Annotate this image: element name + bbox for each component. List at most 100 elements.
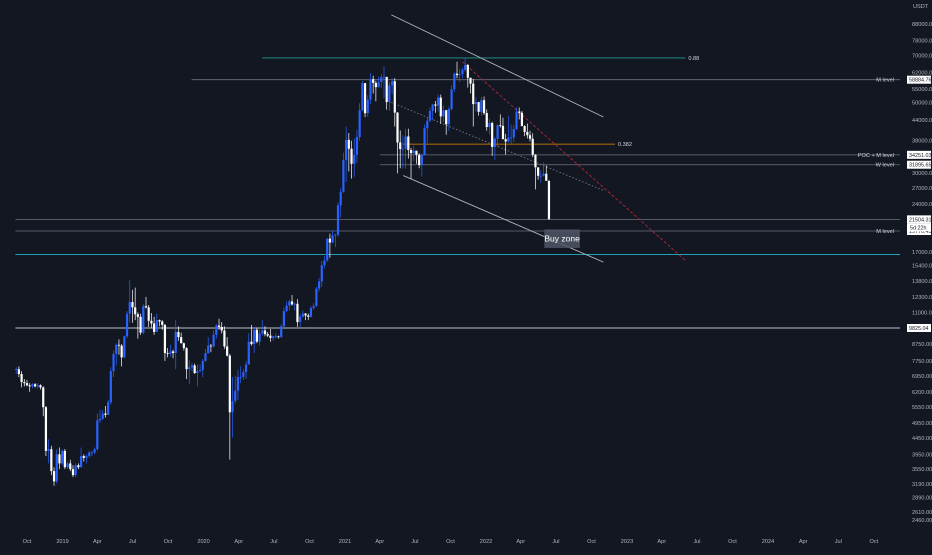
candle-body-161: [450, 89, 453, 110]
candle-body-94: [269, 335, 272, 338]
candle-body-185: [515, 111, 518, 130]
candle-body-78: [226, 346, 229, 356]
candle-body-91: [261, 330, 264, 334]
candle-body-122: [345, 139, 348, 160]
candle-body-87: [250, 341, 253, 345]
candle-body-143: [401, 148, 405, 150]
candle-body-162: [453, 73, 456, 90]
candle-body-186: [518, 111, 521, 113]
time-tick-label: Oct: [446, 539, 455, 545]
candle-body-6: [31, 384, 34, 387]
candle-body-124: [350, 148, 353, 164]
candle-body-93: [266, 334, 269, 336]
price-tick-label: 70000.00: [912, 54, 932, 60]
candle-body-17: [61, 450, 64, 464]
price-tick-label: 17000.00: [912, 250, 932, 256]
candle-body-16: [58, 454, 61, 464]
price-tick-label: 50000.00: [912, 100, 932, 106]
candle-body-134: [377, 82, 380, 88]
candle-body-188: [523, 126, 526, 132]
candle-body-59: [174, 331, 177, 354]
candle-body-125: [353, 154, 356, 164]
candle-body-61: [180, 337, 183, 344]
candle-body-69: [201, 360, 204, 371]
price-tag-box-2: [907, 160, 931, 169]
time-tick-label: Jul: [411, 539, 418, 545]
time-tick-label: 2021: [339, 539, 351, 545]
candle-body-76: [220, 326, 223, 331]
price-axis[interactable]: USDT 2460.00 2610.00 2890.00 3190.00 3550.00…: [912, 4, 932, 524]
candle-body-4: [25, 383, 29, 386]
candle-body-172: [480, 100, 483, 112]
candle-body-132: [372, 79, 375, 83]
candle-body-12: [47, 449, 50, 451]
price-tick-label: 27000.00: [912, 186, 932, 192]
price-tag-text-2: 31895.65: [909, 163, 931, 169]
candle-body-145: [407, 136, 410, 151]
candle-body-66: [193, 365, 196, 374]
candle-body-35: [109, 371, 112, 403]
candle-body-175: [488, 122, 491, 128]
candle-body-106: [301, 313, 304, 317]
time-tick-label: 2020: [197, 539, 209, 545]
candle-body-25: [82, 456, 85, 458]
time-tick-label: Oct: [23, 539, 32, 545]
price-tag-text-5: 9825.04: [909, 326, 929, 332]
candle-body-13: [50, 449, 53, 472]
candle-body-90: [258, 333, 261, 342]
candle-body-136: [382, 76, 386, 78]
candle-body-74: [215, 325, 218, 335]
candle-body-70: [204, 353, 207, 361]
candle-body-147: [412, 150, 415, 154]
candle-body-52: [155, 320, 158, 332]
candle-body-40: [123, 336, 126, 358]
candle-body-120: [339, 191, 342, 206]
candle-body-38: [117, 344, 121, 346]
candle-body-149: [418, 154, 421, 166]
time-tick-label: Jul: [552, 539, 559, 545]
candle-body-83: [239, 376, 242, 378]
candle-body-1: [17, 369, 20, 375]
candle-body-81: [234, 390, 237, 402]
buy-zone-label: Buy zone: [544, 234, 580, 244]
time-tick-label: Apr: [516, 539, 525, 545]
candle-body-62: [182, 343, 185, 349]
candle-body-84: [242, 372, 245, 377]
candle-body-8: [36, 385, 39, 387]
candle-body-79: [228, 355, 231, 413]
time-tick-label: Jul: [129, 539, 136, 545]
candle-body-168: [469, 77, 472, 84]
candle-body-190: [528, 135, 532, 139]
buy-zone-box[interactable]: [544, 229, 580, 248]
time-axis[interactable]: Oct 2019 Apr Jul Oct 2020 Apr Jul Oct 2021 Apr Jul O…: [23, 539, 879, 545]
candle-body-98: [280, 326, 283, 338]
candle-body-103: [293, 303, 296, 305]
price-unit-label: USDT: [913, 4, 929, 10]
candle-body-138: [388, 85, 391, 103]
candle-body-97: [277, 336, 280, 338]
candle-body-68: [198, 370, 202, 372]
price-tick-label: 44000.00: [912, 118, 932, 124]
candle-body-55: [163, 324, 167, 354]
candle-body-24: [79, 456, 83, 468]
candle-body-146: [409, 150, 413, 154]
price-tick-label: 55000.00: [912, 87, 932, 93]
candle-body-112: [317, 281, 321, 289]
candle-body-7: [34, 384, 37, 387]
candle-body-197: [547, 180, 551, 220]
countdown-text: 5d 22h: [910, 225, 927, 231]
price-tick-label: 62000.00: [912, 71, 932, 77]
candle-body-9: [39, 385, 42, 388]
candle-body-100: [285, 305, 288, 312]
candle-body-20: [69, 463, 72, 470]
candle-body-119: [336, 205, 340, 235]
time-tick-label: Apr: [657, 539, 666, 545]
candle-series: [15, 57, 551, 486]
candle-body-110: [312, 306, 315, 308]
candle-body-123: [347, 139, 350, 149]
level-label-3: POC + M level: [858, 153, 894, 159]
candle-body-10: [42, 387, 45, 408]
candle-body-179: [499, 125, 502, 127]
